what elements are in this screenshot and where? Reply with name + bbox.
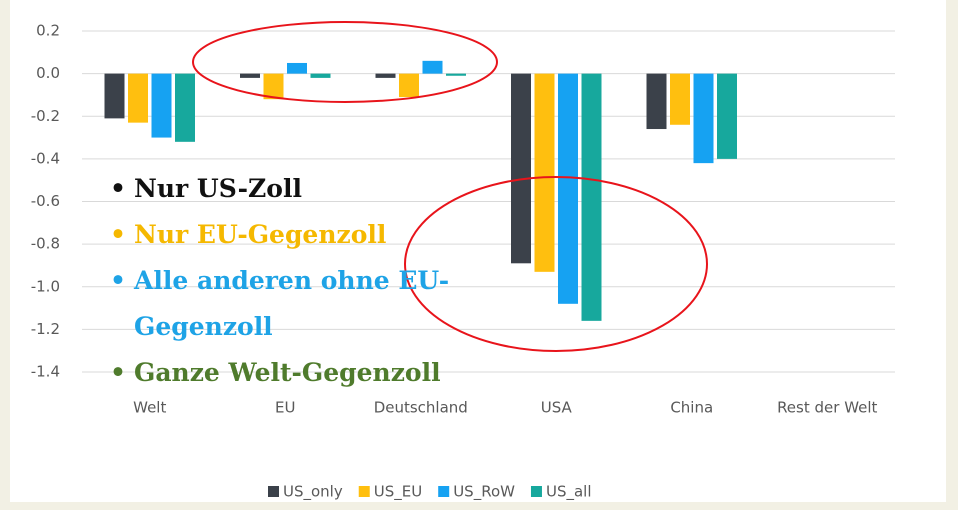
legend-label: US_RoW [453, 483, 515, 502]
x-tick-label: Welt [133, 399, 166, 417]
bar [263, 73, 284, 100]
bar [287, 62, 307, 74]
legend-label: US_all [546, 483, 592, 502]
bar [151, 73, 172, 138]
annotation: Nur EU-Gegenzoll [110, 212, 530, 258]
bar [646, 73, 667, 130]
y-tick-label: -1.4 [31, 363, 60, 381]
legend-label: US_only [283, 483, 343, 502]
bar [693, 73, 714, 164]
legend-swatch [438, 486, 450, 497]
plot: 0.2 0.0 -0.2 -0.4 -0.6 -0.8 -1.0 -1.2 -1.4 Welt EU… [31, 22, 895, 502]
legend-swatch [358, 486, 370, 497]
legend-swatch [268, 486, 279, 497]
y-tick-label: -1.2 [31, 320, 60, 338]
bar [375, 73, 396, 78]
bar [399, 73, 419, 98]
x-tick-label: USA [541, 399, 573, 417]
bar [717, 73, 737, 159]
legend-label: US_EU [374, 483, 422, 502]
y-tick-label: 0.0 [36, 64, 60, 82]
highlight-ellipse [192, 21, 498, 103]
annotation-list: Nur US-ZollNur EU-GegenzollAlle anderen … [88, 166, 530, 396]
bar [446, 73, 466, 76]
bar [175, 73, 195, 142]
y-tick-label: 0.2 [36, 22, 60, 40]
legend-swatch [530, 486, 542, 497]
x-tick-label: Deutschland [374, 399, 468, 417]
bar [558, 73, 578, 304]
y-tick-label: -0.2 [31, 107, 60, 125]
bar [240, 73, 260, 78]
annotation: Alle anderen ohne EU-Gegenzoll [110, 258, 530, 350]
bar [670, 73, 690, 125]
bar [581, 73, 602, 321]
y-tick-label: -0.8 [31, 235, 60, 253]
annotation: Nur US-Zoll [110, 166, 530, 212]
y-tick-label: -1.0 [31, 277, 60, 295]
x-tick-label: China [670, 399, 713, 417]
y-tick-label: -0.4 [31, 149, 60, 167]
x-tick-label: Rest der Welt [777, 399, 877, 417]
x-tick-label: EU [275, 399, 295, 417]
annotation: Ganze Welt-Gegenzoll [110, 350, 530, 396]
bar [422, 60, 443, 74]
bar [104, 73, 125, 119]
bar [310, 73, 331, 78]
bar [128, 73, 148, 123]
y-tick-label: -0.6 [31, 192, 60, 210]
bar [534, 73, 555, 272]
